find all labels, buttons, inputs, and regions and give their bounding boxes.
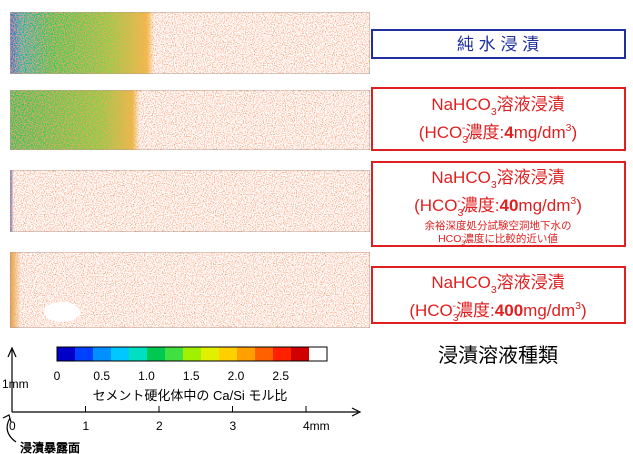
label-segment: 溶液浸漬 <box>497 168 565 187</box>
colorbar-cell <box>165 347 183 361</box>
label-segment: 3 <box>575 300 581 312</box>
label-text: 純 水 浸 漬 <box>457 35 539 54</box>
label-segment: NaHCO <box>431 168 491 187</box>
label-text: (HCO3-濃度:400mg/dm3) <box>409 300 586 324</box>
colorbar-cell <box>201 347 219 361</box>
legend-title: 浸漬溶液種類 <box>438 344 558 367</box>
label-segment: 3 <box>491 179 497 191</box>
label-text: NaHCO3溶液浸漬 <box>431 168 564 191</box>
map-panel <box>9 89 371 151</box>
arrow-head <box>2 414 12 423</box>
label-segment: 3 <box>453 312 459 324</box>
label-segment: 余裕深度処分試験空洞地下水の <box>425 219 572 232</box>
colorbar-cell <box>255 347 273 361</box>
colorbar-cell <box>237 347 255 361</box>
scale-tick-label: 0 <box>9 419 16 433</box>
label-segment: 400 <box>495 301 523 320</box>
label-segment: - <box>453 300 457 312</box>
label-segment: (HCO <box>419 123 462 142</box>
colorbar-cell <box>309 347 327 361</box>
scale-axes <box>2 346 362 443</box>
colorbar-cell <box>93 347 111 361</box>
label-segment: NaHCO <box>431 273 491 292</box>
surface-label: 浸漬暴露面 <box>20 440 80 454</box>
scale-tick-label: 4mm <box>303 419 330 433</box>
label-boxes <box>371 29 626 324</box>
colorbar-tick-label: 2.0 <box>228 369 245 383</box>
surface-arrow <box>6 417 17 443</box>
label-segment: - <box>462 122 466 134</box>
label-box <box>371 87 626 151</box>
label-box <box>371 161 626 247</box>
label-segment: 3 <box>461 240 465 247</box>
scale-label: 1mm <box>2 377 29 391</box>
label-segment: ) <box>581 301 587 320</box>
label-segment: (HCO <box>409 301 452 320</box>
label-segment: mg/dm <box>518 196 570 215</box>
label-segment: 濃度: <box>456 301 495 320</box>
label-segment: - <box>457 195 461 207</box>
scale-tick-label: 2 <box>156 419 163 433</box>
label-segment: 3 <box>462 134 468 146</box>
colorbar-cell <box>111 347 129 361</box>
label-text: HCO3-濃度に比較的近い値 <box>438 232 558 247</box>
label-segment: mg/dm <box>514 123 566 142</box>
colorbar-cell <box>147 347 165 361</box>
label-segment: 純 水 浸 漬 <box>457 35 539 54</box>
scale-tick-label: 3 <box>230 419 237 433</box>
colorbar-cell <box>219 347 237 361</box>
colorbar-cell <box>129 347 147 361</box>
colorbar-tick-label: 2.5 <box>272 369 289 383</box>
colorbar-cell <box>183 347 201 361</box>
label-segment: 3 <box>570 195 576 207</box>
label-text: (HCO3-濃度:4mg/dm3) <box>419 122 577 146</box>
label-segment: ) <box>576 196 582 215</box>
void <box>44 302 80 322</box>
colorbar-cell <box>291 347 309 361</box>
label-segment: NaHCO <box>431 95 491 114</box>
label-text: NaHCO3溶液浸漬 <box>431 273 564 296</box>
colorbar-frame <box>56 346 328 362</box>
label-box <box>371 266 626 324</box>
label-text: (HCO3-濃度:40mg/dm3) <box>414 195 582 219</box>
label-segment: ) <box>572 123 578 142</box>
colorbar-tick-label: 0 <box>54 369 61 383</box>
label-segment: (HCO <box>414 196 457 215</box>
label-text: NaHCO3溶液浸漬 <box>431 95 564 118</box>
label-segment: 40 <box>500 196 519 215</box>
map-panel <box>9 169 371 233</box>
arrow-head <box>351 407 362 417</box>
label-text: 余裕深度処分試験空洞地下水の <box>425 219 572 232</box>
label-segment: 3 <box>491 284 497 296</box>
label-segment: 溶液浸漬 <box>497 273 565 292</box>
colorbar-cell <box>75 347 93 361</box>
colorbar-tick-label: 1.0 <box>138 369 155 383</box>
colorbar-cell <box>57 347 75 361</box>
label-segment: 濃度に比較的近い値 <box>463 232 558 245</box>
label-segment: - <box>461 233 463 240</box>
label-segment: 濃度: <box>466 123 505 142</box>
label-segment: HCO <box>438 233 461 245</box>
map-panel <box>9 11 371 75</box>
colorbar-cell <box>273 347 291 361</box>
label-segment: mg/dm <box>523 301 575 320</box>
label-segment: 溶液浸漬 <box>497 95 565 114</box>
arrow-head <box>7 346 17 358</box>
label-segment: 3 <box>566 122 572 134</box>
colorbar-label: セメント硬化体中の Ca/Si モル比 <box>93 388 288 403</box>
colorbar <box>56 346 328 362</box>
scale-tick-label: 1 <box>83 419 90 433</box>
label-segment: 3 <box>491 106 497 118</box>
maps <box>9 11 371 329</box>
label-segment: 3 <box>458 207 464 219</box>
label-segment: 濃度: <box>461 196 500 215</box>
label-segment: 4 <box>504 123 514 142</box>
colorbar-tick-label: 0.5 <box>93 369 110 383</box>
colorbar-tick-label: 1.5 <box>183 369 200 383</box>
label-box <box>371 29 626 59</box>
